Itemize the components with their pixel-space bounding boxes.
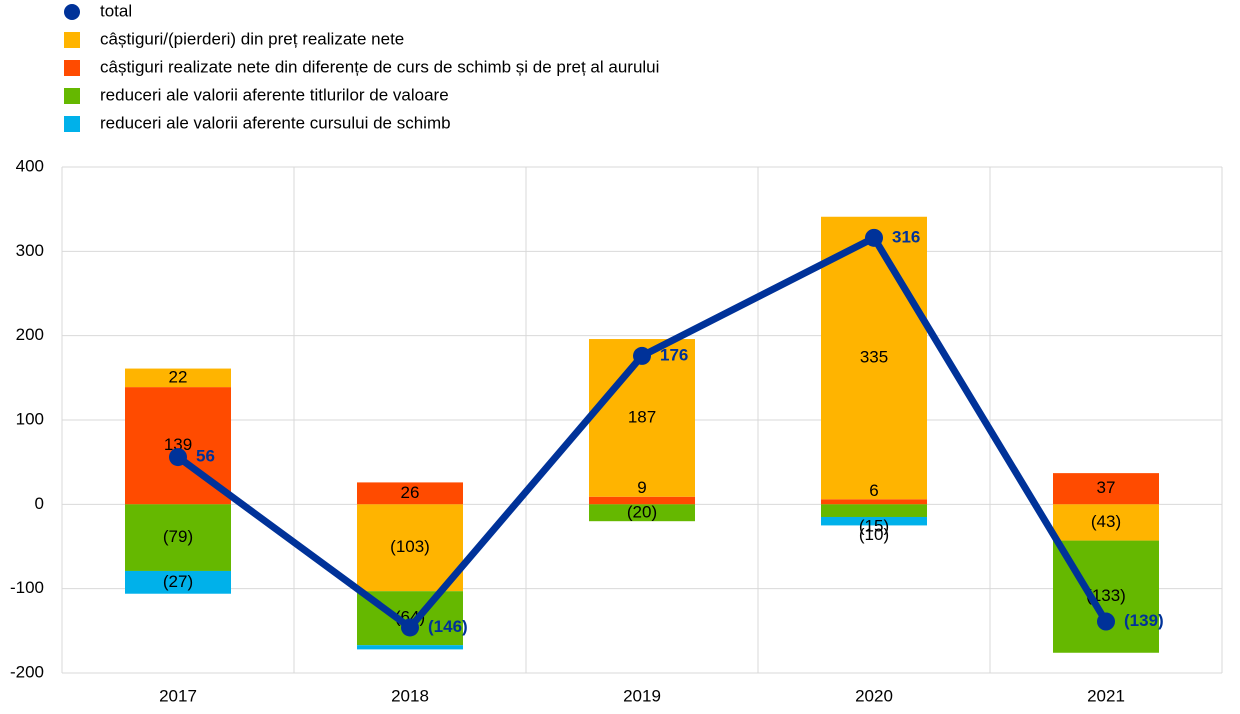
bar-label: (15)	[859, 516, 889, 535]
bar-label: (43)	[1091, 512, 1121, 531]
x-tick-label: 2020	[855, 686, 893, 705]
bar-label: (20)	[627, 502, 657, 521]
legend-marker	[64, 88, 80, 104]
y-tick-label: 200	[16, 325, 44, 344]
bar-label: 335	[860, 347, 888, 366]
y-tick-label: -100	[10, 578, 44, 597]
legend-label: reduceri ale valorii aferente cursului d…	[100, 113, 451, 132]
bar-segment	[125, 504, 231, 571]
bar-label: 187	[628, 407, 656, 426]
bar-segment	[821, 499, 927, 505]
legend-marker	[64, 32, 80, 48]
total-label: 176	[660, 345, 688, 364]
bar-label: (79)	[163, 527, 193, 546]
bar-label: (10)	[859, 525, 889, 544]
bar-segment	[357, 645, 463, 650]
y-tick-label: -200	[10, 662, 44, 681]
y-tick-label: 0	[35, 494, 44, 513]
legend-marker	[64, 116, 80, 132]
total-point	[401, 618, 419, 637]
bar-segment	[357, 504, 463, 592]
y-tick-label: 100	[16, 409, 44, 428]
legend-label: reduceri ale valorii aferente titlurilor…	[100, 85, 449, 104]
bar-segment	[589, 504, 695, 522]
legend-label: câștiguri realizate nete din diferențe d…	[100, 57, 659, 76]
bar-label: (103)	[390, 537, 430, 556]
bar-segment	[357, 482, 463, 505]
bar-label: 26	[401, 483, 420, 502]
bar-segment	[821, 216, 927, 500]
bar-segment	[1053, 473, 1159, 505]
total-label: (139)	[1124, 611, 1164, 630]
legend-marker	[64, 60, 80, 76]
legend-marker	[64, 4, 80, 20]
total-point	[169, 448, 187, 467]
bar-label: 9	[637, 478, 646, 497]
bar-segment	[589, 339, 695, 497]
x-tick-label: 2019	[623, 686, 661, 705]
bar-label: 37	[1097, 478, 1116, 497]
legend-label: câștiguri/(pierderi) din preț realizate …	[100, 29, 404, 48]
bar-label: (27)	[163, 572, 193, 591]
legend-label: total	[100, 1, 132, 20]
bar-segment	[821, 516, 927, 526]
bar-segment	[589, 496, 695, 505]
y-tick-label: 400	[16, 156, 44, 175]
total-point	[633, 346, 651, 365]
bar-label: 6	[869, 481, 878, 500]
bar-label: 139	[164, 435, 192, 454]
x-tick-label: 2021	[1087, 686, 1125, 705]
total-label: 316	[892, 227, 920, 246]
bar-label: 22	[169, 367, 188, 386]
bar-segment	[125, 570, 231, 594]
bar-segment	[1053, 504, 1159, 541]
y-tick-label: 300	[16, 241, 44, 260]
bar-segment	[125, 368, 231, 388]
x-tick-label: 2018	[391, 686, 429, 705]
total-label: (146)	[428, 617, 468, 636]
bar-segment	[821, 504, 927, 517]
total-label: 56	[196, 447, 215, 466]
total-point	[1097, 612, 1115, 631]
x-tick-label: 2017	[159, 686, 197, 705]
total-point	[865, 228, 883, 247]
